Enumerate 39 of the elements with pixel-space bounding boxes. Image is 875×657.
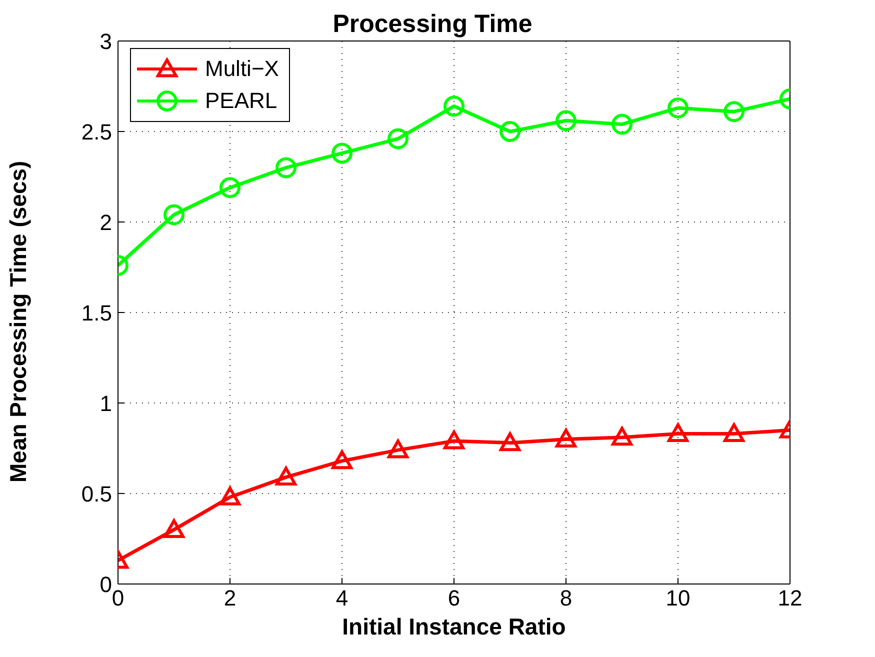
point (164, 204, 184, 226)
point (668, 423, 688, 442)
x-tick-label: 8 (560, 586, 572, 611)
point (388, 128, 408, 150)
point (612, 426, 632, 446)
point (612, 114, 632, 135)
y-tick-label: 2.5 (81, 119, 112, 144)
x-axis-title: Initial Instance Ratio (342, 613, 566, 640)
y-axis-title: Mean Processing Time (secs) (5, 160, 32, 482)
y-tick-label: 2 (100, 210, 112, 235)
point (724, 101, 744, 122)
x-tick-label: 4 (336, 586, 348, 611)
legend-label: PEARL (205, 88, 278, 114)
point (332, 450, 352, 470)
point (276, 157, 296, 178)
y-tick-label: 1.5 (81, 300, 112, 326)
point (332, 142, 352, 164)
point (444, 430, 464, 450)
x-tick-label: 2 (224, 586, 236, 611)
point (276, 466, 296, 486)
legend-label: Multi−X (205, 56, 279, 82)
point (500, 432, 520, 452)
x-tick-label: 10 (666, 586, 690, 611)
x-tick-label: 6 (448, 586, 460, 611)
y-tick-label: 0.5 (81, 481, 112, 506)
point (500, 121, 520, 142)
point (220, 486, 240, 506)
point (164, 519, 184, 538)
point (668, 97, 688, 118)
x-tick-label: 12 (778, 586, 802, 611)
point (556, 110, 576, 132)
y-tick-label: 3 (100, 28, 112, 54)
point (556, 428, 576, 448)
point (388, 440, 408, 458)
y-tick-label: 1 (100, 390, 112, 416)
point (444, 96, 464, 117)
chart-title: Processing Time (332, 10, 532, 38)
point (220, 177, 240, 198)
point (724, 423, 744, 442)
